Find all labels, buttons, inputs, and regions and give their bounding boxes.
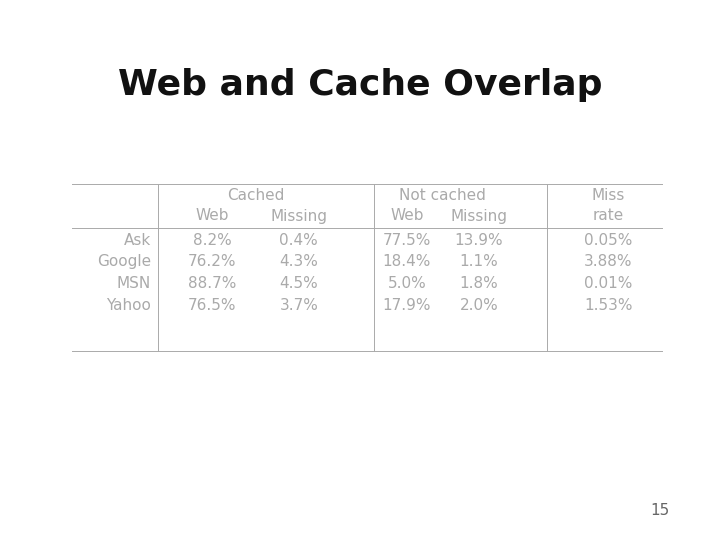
Text: 0.4%: 0.4% <box>279 233 318 248</box>
Text: 2.0%: 2.0% <box>459 298 498 313</box>
Text: 3.88%: 3.88% <box>584 254 633 269</box>
Text: 76.5%: 76.5% <box>188 298 237 313</box>
Text: 77.5%: 77.5% <box>382 233 431 248</box>
Text: 0.01%: 0.01% <box>584 276 633 291</box>
Text: 88.7%: 88.7% <box>188 276 237 291</box>
Text: 8.2%: 8.2% <box>193 233 232 248</box>
Text: 1.8%: 1.8% <box>459 276 498 291</box>
Text: 4.3%: 4.3% <box>279 254 318 269</box>
Text: Cached: Cached <box>227 188 284 203</box>
Text: Web and Cache Overlap: Web and Cache Overlap <box>118 68 602 102</box>
Text: 13.9%: 13.9% <box>454 233 503 248</box>
Text: 76.2%: 76.2% <box>188 254 237 269</box>
Text: 1.1%: 1.1% <box>459 254 498 269</box>
Text: Google: Google <box>97 254 151 269</box>
Text: Web: Web <box>196 208 229 224</box>
Text: MSN: MSN <box>117 276 151 291</box>
Text: Missing: Missing <box>270 208 328 224</box>
Text: Miss: Miss <box>592 188 625 203</box>
Text: 4.5%: 4.5% <box>279 276 318 291</box>
Text: 0.05%: 0.05% <box>584 233 633 248</box>
Text: Yahoo: Yahoo <box>107 298 151 313</box>
Text: Not cached: Not cached <box>400 188 486 203</box>
Text: 5.0%: 5.0% <box>387 276 426 291</box>
Text: Web: Web <box>390 208 423 224</box>
Text: 18.4%: 18.4% <box>382 254 431 269</box>
Text: rate: rate <box>593 208 624 224</box>
Text: Ask: Ask <box>124 233 151 248</box>
Text: 1.53%: 1.53% <box>584 298 633 313</box>
Text: 3.7%: 3.7% <box>279 298 318 313</box>
Text: 15: 15 <box>650 503 670 518</box>
Text: 17.9%: 17.9% <box>382 298 431 313</box>
Text: Missing: Missing <box>450 208 508 224</box>
